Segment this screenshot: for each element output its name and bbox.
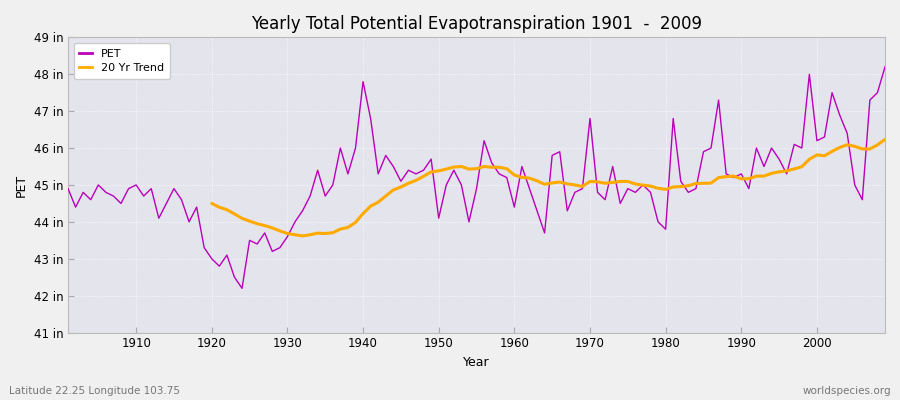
PET xyxy=(123,186,134,191)
20 Yr Trend xyxy=(683,183,694,188)
Title: Yearly Total Potential Evapotranspiration 1901  -  2009: Yearly Total Potential Evapotranspiratio… xyxy=(251,15,702,33)
20 Yr Trend xyxy=(788,166,799,171)
Text: worldspecies.org: worldspecies.org xyxy=(803,386,891,396)
20 Yr Trend xyxy=(774,170,785,174)
PET xyxy=(63,186,74,191)
PET xyxy=(517,164,527,169)
PET xyxy=(508,205,519,210)
PET xyxy=(297,208,308,213)
20 Yr Trend xyxy=(297,234,308,238)
20 Yr Trend xyxy=(305,232,316,237)
Line: 20 Yr Trend: 20 Yr Trend xyxy=(212,139,885,236)
Legend: PET, 20 Yr Trend: PET, 20 Yr Trend xyxy=(74,43,170,79)
X-axis label: Year: Year xyxy=(464,356,490,369)
20 Yr Trend xyxy=(418,174,429,179)
20 Yr Trend xyxy=(206,201,217,206)
Line: PET: PET xyxy=(68,67,885,288)
PET xyxy=(237,286,248,291)
Y-axis label: PET: PET xyxy=(15,173,28,196)
Text: Latitude 22.25 Longitude 103.75: Latitude 22.25 Longitude 103.75 xyxy=(9,386,180,396)
PET xyxy=(608,164,618,169)
PET xyxy=(343,172,354,176)
PET xyxy=(879,64,890,69)
20 Yr Trend xyxy=(879,137,890,142)
20 Yr Trend xyxy=(857,146,868,151)
